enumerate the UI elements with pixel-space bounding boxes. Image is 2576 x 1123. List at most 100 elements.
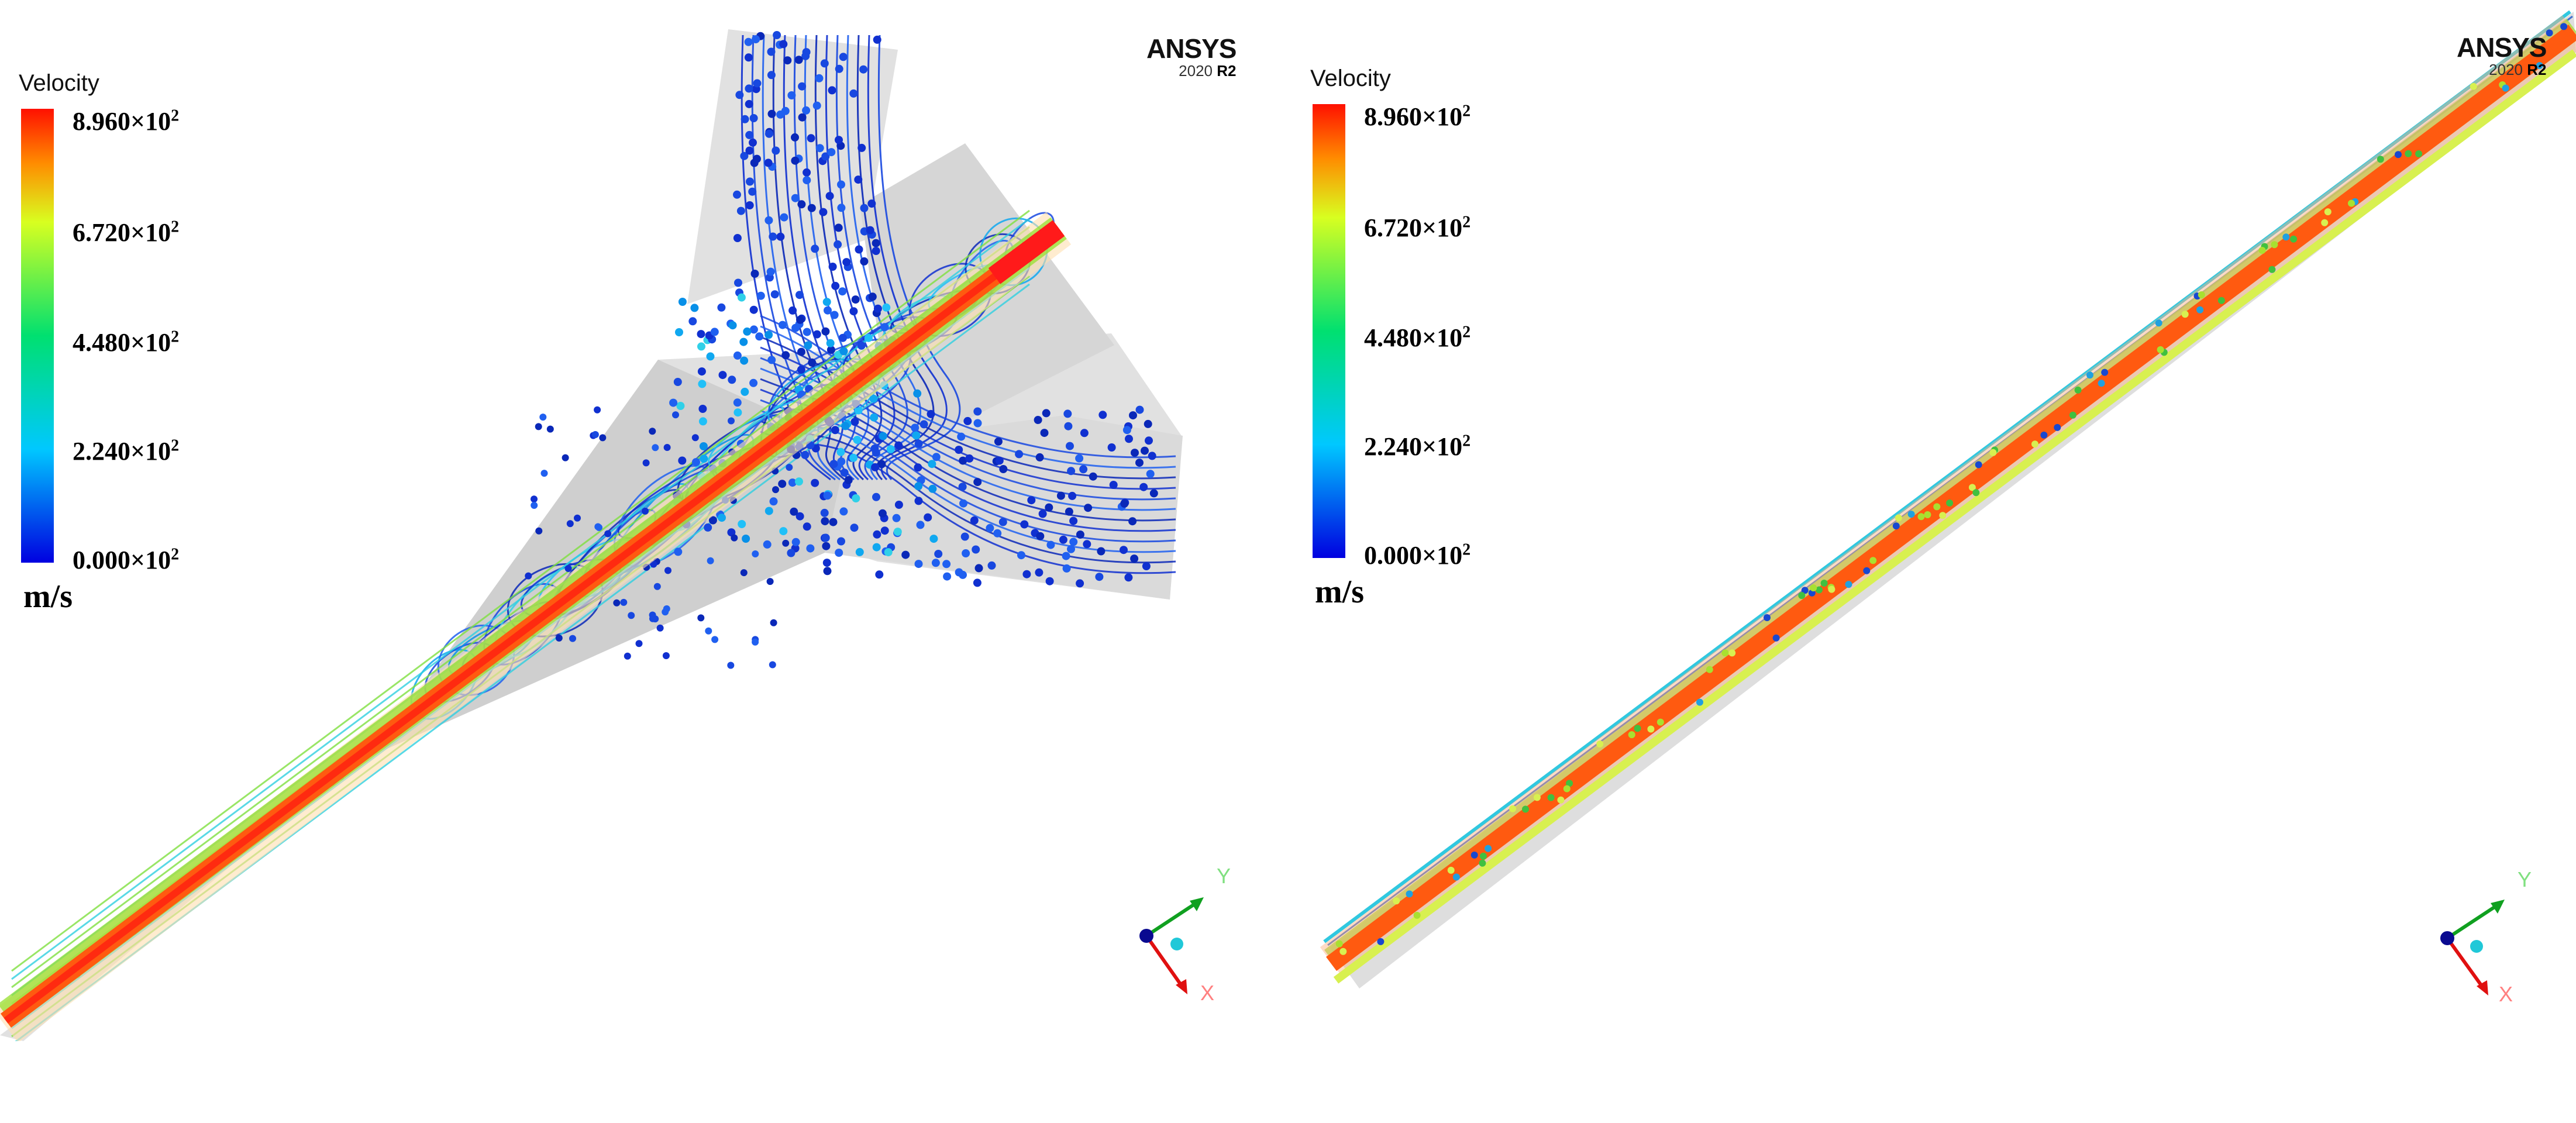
particle — [1027, 496, 1036, 505]
particle — [878, 509, 887, 518]
particle — [1107, 443, 1116, 452]
particle — [1122, 426, 1131, 435]
particle — [1566, 780, 1573, 787]
particle — [1547, 794, 1555, 801]
particle — [748, 187, 757, 196]
legend-tick-min-b: 0.000×102 — [1364, 540, 1471, 570]
legend-tick-3: 6.720×102 — [73, 218, 180, 247]
particle — [705, 627, 712, 635]
particle — [783, 56, 792, 65]
particle — [811, 244, 819, 253]
particle — [1076, 579, 1084, 588]
particle — [2155, 319, 2162, 327]
particle — [1406, 890, 1413, 898]
particle — [662, 608, 669, 616]
particle — [873, 304, 882, 313]
particle — [1393, 897, 1400, 905]
particle — [873, 35, 881, 44]
particle — [764, 129, 773, 138]
particle — [656, 624, 664, 632]
particle — [850, 418, 859, 426]
particle — [594, 406, 601, 414]
particle — [795, 477, 803, 486]
particle — [743, 327, 752, 336]
particle — [844, 476, 853, 484]
particle — [1447, 866, 1455, 874]
particles-a — [9, 31, 1158, 1018]
particle — [825, 192, 834, 201]
particle — [2040, 431, 2048, 439]
particle — [831, 426, 839, 435]
legend-color-bar-b — [1313, 104, 1345, 558]
particle — [1533, 794, 1541, 801]
particle — [914, 482, 923, 491]
particle — [1109, 481, 1118, 489]
particle — [738, 520, 746, 528]
particle — [1130, 554, 1139, 563]
particle — [555, 634, 563, 642]
particle — [2101, 368, 2109, 376]
particle — [652, 444, 659, 452]
particle — [877, 460, 886, 469]
particle — [855, 547, 864, 556]
jet-highlight — [4, 225, 1061, 1024]
particle — [1062, 564, 1071, 573]
particle — [854, 406, 863, 415]
particle — [798, 82, 807, 91]
particle — [649, 428, 656, 435]
brand-version-b: 2020 R2 — [2489, 61, 2547, 78]
particle — [741, 387, 749, 396]
particle — [763, 540, 772, 549]
particle — [740, 151, 749, 160]
particle — [2415, 150, 2423, 157]
particle — [1089, 472, 1097, 481]
y-axis-arrow — [1145, 900, 1199, 938]
particle — [2054, 423, 2061, 431]
streamline — [783, 35, 850, 481]
particle — [798, 113, 807, 122]
particle — [767, 356, 776, 364]
particle — [2324, 208, 2332, 216]
particle — [2560, 23, 2568, 30]
particle — [769, 661, 776, 669]
particle — [767, 47, 776, 56]
particle — [591, 431, 599, 438]
y-axis-label-b: Y — [2518, 867, 2532, 891]
particle — [791, 133, 799, 142]
particle — [728, 417, 735, 425]
particle — [804, 341, 812, 350]
particle — [690, 304, 699, 312]
particle — [776, 232, 785, 241]
particle — [1801, 587, 1809, 594]
particle — [1097, 547, 1106, 556]
particle — [797, 347, 805, 356]
particle — [663, 444, 671, 451]
particle — [1129, 411, 1137, 420]
particle — [803, 168, 811, 177]
particle — [769, 232, 777, 241]
particle — [741, 115, 749, 123]
particle — [669, 398, 678, 407]
particle — [849, 453, 858, 462]
particle — [965, 454, 974, 463]
particle — [562, 454, 569, 461]
particle — [700, 454, 708, 463]
particle — [824, 306, 832, 315]
flow-scene-a — [0, 29, 1183, 1041]
particle — [1040, 429, 1049, 438]
particle — [973, 419, 982, 428]
particle — [955, 446, 963, 454]
legend-title: Velocity — [19, 70, 99, 96]
particle — [867, 199, 876, 208]
particle — [1098, 411, 1107, 419]
particle — [826, 339, 835, 347]
particle — [823, 567, 832, 576]
particle — [2348, 199, 2355, 207]
particle — [1135, 459, 1144, 467]
particle — [675, 328, 683, 336]
particle — [993, 529, 1002, 538]
particle — [1059, 535, 1067, 544]
particle — [733, 234, 742, 242]
particle — [525, 572, 532, 580]
z-axis-dot-b — [2440, 931, 2454, 945]
